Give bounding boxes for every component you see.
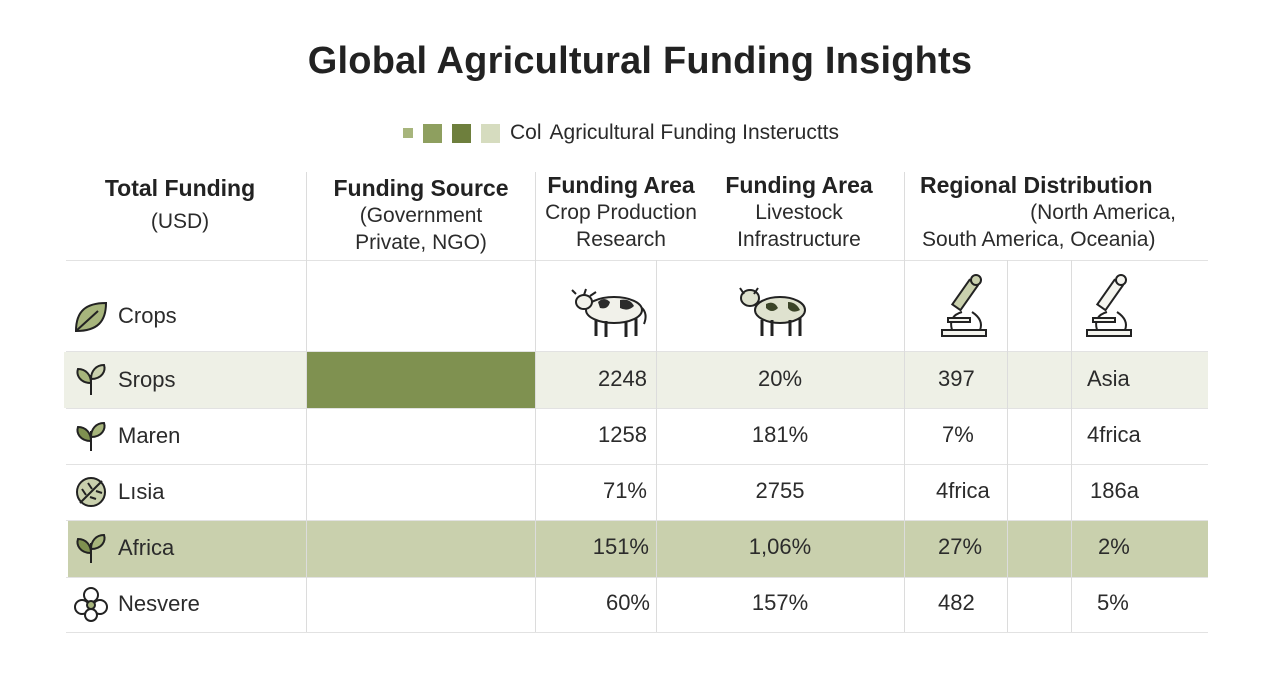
- row-label-lisia: Lısia: [72, 473, 164, 511]
- row-label-maren: Maren: [72, 417, 180, 455]
- header-funding-source-sub-2: Private, NGO): [355, 231, 487, 254]
- cell-maren-region-a: 7%: [942, 422, 974, 447]
- header-funding-source-title: Funding Source: [333, 175, 509, 201]
- divider-header: [66, 260, 1208, 261]
- sprout-icon: [76, 533, 106, 563]
- legend-swatch-1: [403, 128, 413, 138]
- cell-maren-crop: 1258: [598, 422, 647, 447]
- cell-africa-region-a: 27%: [938, 534, 983, 559]
- divider-bottom: [66, 632, 1208, 633]
- row-label-africa: Africa: [72, 529, 174, 567]
- row-band-africa: [68, 521, 1208, 577]
- header-total-funding-sub: (USD): [150, 210, 210, 233]
- cell-srops-region-a: 397: [938, 366, 975, 391]
- row-label-crops: Crops: [72, 297, 177, 335]
- cell-srops-crop: 2248: [598, 366, 647, 391]
- row-label-srops: Srops: [72, 361, 175, 399]
- sprout-icon: [76, 421, 106, 451]
- leaf-icon: [74, 301, 108, 333]
- row-label-text: Africa: [118, 535, 175, 560]
- header-funding-area-crop: Funding Area Crop Production Research: [526, 172, 716, 253]
- col-divider-2: [535, 172, 536, 632]
- row-label-text: Crops: [118, 303, 177, 328]
- cell-srops-region-b: Asia: [1087, 366, 1130, 391]
- legend-swatch-2: [423, 123, 442, 143]
- row-label-text: Lısia: [118, 479, 165, 504]
- cow-icon: [739, 287, 806, 336]
- sprout-icon: [76, 363, 106, 395]
- col-divider-3: [656, 260, 657, 632]
- header-funding-area-crop-sub-2: Research: [576, 228, 666, 251]
- header-funding-area-crop-title: Funding Area: [547, 172, 695, 198]
- header-funding-source-sub-1: (Government: [359, 204, 483, 227]
- leaf-circle-icon: [76, 477, 106, 507]
- divider-row-1: [66, 351, 1208, 352]
- header-regional-distribution: Regional Distribution (North America, So…: [910, 172, 1200, 253]
- divider-row-4: [66, 520, 1208, 521]
- cell-lisia-region-a: 4frica: [936, 478, 990, 503]
- cell-nesvere-crop: 60%: [605, 590, 650, 615]
- header-funding-area-livestock-sub-1: Livestock: [755, 201, 843, 224]
- row-label-nesvere: Nesvere: [72, 585, 200, 623]
- header-regional-distribution-sub-1: (North America,: [1030, 201, 1176, 224]
- cell-maren-livestock: 181%: [751, 422, 809, 447]
- cell-nesvere-region-a: 482: [938, 590, 975, 615]
- legend-swatch-4: [481, 123, 500, 143]
- divider-row-2: [66, 408, 1208, 409]
- divider-row-3: [66, 464, 1208, 465]
- legend: Col Agricultural Funding Insteructts: [403, 120, 839, 146]
- header-funding-area-livestock: Funding Area Livestock Infrastructure: [690, 172, 908, 253]
- col-divider-6: [1071, 260, 1072, 632]
- microscope-icon: [1086, 274, 1132, 337]
- funding-source-bar: [307, 352, 535, 408]
- legend-swatch-3: [452, 123, 471, 143]
- header-funding-area-livestock-sub-2: Infrastructure: [737, 228, 861, 251]
- header-funding-area-crop-sub-1: Crop Production: [545, 201, 697, 224]
- header-total-funding: Total Funding (USD): [70, 175, 290, 235]
- header-regional-distribution-title: Regional Distribution: [920, 172, 1153, 198]
- row-label-text: Srops: [118, 367, 176, 392]
- flower-icon: [74, 587, 108, 622]
- cow-icon: [571, 288, 647, 337]
- cell-lisia-crop: 71%: [602, 478, 647, 503]
- legend-text-a: Col: [510, 121, 542, 144]
- cell-nesvere-livestock: 157%: [751, 590, 809, 615]
- col-divider-1: [306, 172, 307, 632]
- chart-title: Global Agricultural Funding Insights: [307, 40, 973, 82]
- cell-lisia-livestock: 2755: [755, 478, 805, 503]
- cell-maren-region-b: 4frica: [1087, 422, 1141, 447]
- header-regional-distribution-sub-2: South America, Oceania): [922, 228, 1156, 251]
- cell-africa-crop: 151%: [592, 534, 649, 559]
- header-funding-source: Funding Source (Government Private, NGO): [307, 175, 535, 256]
- row-band-srops: [64, 352, 1208, 408]
- cell-africa-livestock: 1,06%: [748, 534, 812, 559]
- divider-row-5: [66, 577, 1208, 578]
- cell-africa-region-b: 2%: [1098, 534, 1130, 559]
- cell-nesvere-region-b: 5%: [1097, 590, 1129, 615]
- cell-lisia-region-b: 186a: [1090, 478, 1139, 503]
- microscope-icon: [941, 274, 987, 337]
- row-label-text: Nesvere: [118, 591, 200, 616]
- header-funding-area-livestock-title: Funding Area: [725, 172, 873, 198]
- row-label-text: Maren: [118, 423, 181, 448]
- legend-text-b: Agricultural Funding Insteructts: [549, 121, 839, 144]
- header-total-funding-title: Total Funding: [104, 175, 256, 201]
- col-divider-4: [904, 172, 905, 632]
- cell-srops-livestock: 20%: [757, 366, 803, 391]
- col-divider-5: [1007, 260, 1008, 632]
